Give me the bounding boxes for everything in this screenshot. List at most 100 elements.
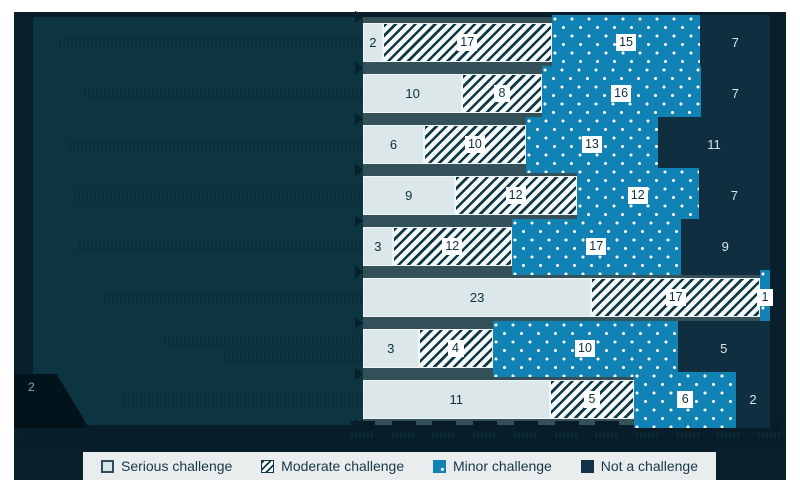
row-label: [33, 119, 374, 170]
segment-value-label: 11: [449, 392, 464, 407]
x-axis-tick-label-illegible: [635, 432, 660, 441]
moderate-challenge-swatch-icon: [261, 459, 275, 473]
segment-value-label: 12: [505, 187, 526, 204]
bar-row: 6 10 13 11: [363, 116, 770, 173]
segment-value-label: 7: [730, 188, 738, 203]
axis-divider: [18, 438, 782, 445]
tick-tab: [432, 421, 457, 432]
tick-tab: [473, 421, 498, 432]
bar-segment-moderate: 17: [382, 23, 552, 62]
chart-panel: 2 17 15 7 10 8 16 7 6 10 13 11 9 12 12 7 3 12 17 9 23 17 1 3 4 10…: [14, 10, 786, 480]
x-axis-tick-label-illegible: [758, 432, 782, 441]
segment-value-label: 5: [583, 391, 600, 408]
row-label: [33, 374, 374, 425]
row-boundary-chevron-icon: [355, 112, 363, 126]
bar-segment-moderate: 4: [418, 329, 493, 368]
tick-tab: [595, 421, 620, 432]
segment-value-label: 10: [464, 136, 485, 153]
x-axis-tick-label-illegible: [554, 432, 579, 441]
row-boundary-chevron-icon: [355, 163, 363, 177]
x-axis-tick-label-illegible: [676, 432, 701, 441]
legend-item-not: Not a challenge: [580, 458, 698, 474]
segment-value-label: 5: [720, 341, 728, 356]
legend: Serious challenge Moderate challenge Min…: [83, 452, 716, 480]
plot-area: 2 17 15 7 10 8 16 7 6 10 13 11 9 12 12 7 3 12 17 9 23 17 1 3 4 10…: [33, 10, 782, 432]
row-label-text-illegible: [74, 189, 374, 202]
bar-segment-minor: 10: [492, 320, 678, 377]
segment-value-label: 1: [757, 289, 774, 306]
bar-row: 10 8 16 7: [363, 65, 770, 122]
bar-segment-serious: 11: [363, 380, 550, 419]
x-axis-tick-label-illegible: [513, 432, 538, 441]
segment-value-label: 6: [677, 391, 694, 408]
segment-value-label: 6: [389, 137, 398, 152]
not-a-challenge-swatch-icon: [580, 459, 594, 473]
segment-value-label: 17: [586, 238, 607, 255]
segment-value-label: 9: [405, 188, 413, 203]
legend-label: Not a challenge: [600, 458, 698, 474]
row-label-text-illegible: [224, 350, 374, 363]
segment-value-label: 10: [575, 340, 595, 357]
bar-segment-not: 7: [700, 65, 770, 122]
bar-segment-serious: 10: [363, 74, 463, 113]
bar-segment-minor: 17: [511, 218, 681, 275]
segment-value-label: 12: [627, 187, 648, 204]
bar-segment-not: 9: [680, 218, 770, 275]
row-label-text-illegible: [124, 393, 374, 406]
row-label-text-illegible: [69, 138, 374, 151]
x-axis-tick-label-illegible: [351, 432, 375, 441]
row-label: [33, 17, 374, 68]
row-label-text-illegible: [79, 240, 374, 253]
x-axis: [351, 430, 782, 442]
row-label-text-illegible: [164, 334, 374, 347]
segment-value-label: 16: [611, 85, 632, 102]
bar-segment-moderate: 17: [591, 278, 761, 317]
bar-segment-not: 5: [677, 320, 770, 377]
tick-tab: [554, 421, 579, 432]
bar-segment-moderate: 12: [392, 227, 512, 266]
segment-value-label: 15: [616, 34, 636, 51]
tick-tab: [758, 421, 782, 432]
segment-value-label: 10: [405, 86, 420, 101]
row-label-text-illegible: [84, 87, 374, 100]
bar-row: 2 17 15 7: [363, 14, 770, 71]
row-boundary-chevron-icon: [355, 367, 363, 381]
row-boundary-chevron-icon: [355, 265, 363, 279]
bar-row: 11 5 6 2: [363, 371, 770, 428]
legend-label: Moderate challenge: [281, 458, 405, 474]
bar-segment-serious: 9: [363, 176, 455, 215]
row-label: [33, 323, 374, 374]
tick-tab: [391, 421, 416, 432]
bar-segment-moderate: 10: [424, 125, 526, 164]
bar-segment-minor: 13: [525, 116, 659, 173]
segment-value-label: 7: [731, 86, 739, 101]
x-axis-tick-label-illegible: [595, 432, 620, 441]
segment-value-label: 9: [721, 239, 729, 254]
bar-segment-moderate: 12: [454, 176, 577, 215]
bar-segment-not: 11: [658, 116, 770, 173]
legend-label: Minor challenge: [453, 458, 552, 474]
segment-value-label: 3: [387, 341, 395, 356]
row-boundary-chevron-icon: [355, 418, 363, 432]
bar-row: 3 4 10 5: [363, 320, 770, 377]
bar-segment-serious: 23: [363, 278, 592, 317]
segment-value-label: 3: [374, 239, 382, 254]
serious-challenge-swatch-icon: [101, 459, 114, 473]
segment-value-label: 2: [749, 392, 757, 407]
bar-segment-moderate: 5: [549, 380, 635, 419]
x-axis-tick-label-illegible: [432, 432, 457, 441]
bar-segment-serious: 6: [363, 125, 425, 164]
segment-value-label: 17: [665, 289, 686, 306]
segment-value-label: 12: [442, 238, 463, 255]
legend-item-minor: Minor challenge: [433, 458, 552, 474]
segment-value-label: 8: [493, 85, 510, 102]
legend-item-serious: Serious challenge: [101, 458, 232, 474]
row-label: [33, 221, 374, 272]
row-label: [33, 170, 374, 221]
row-label: [33, 68, 374, 119]
row-label-text-illegible: [104, 291, 374, 304]
bar-segment-minor: 16: [541, 65, 701, 122]
bar-row: 3 12 17 9: [363, 218, 770, 275]
x-axis-tick-label-illegible: [391, 432, 416, 441]
